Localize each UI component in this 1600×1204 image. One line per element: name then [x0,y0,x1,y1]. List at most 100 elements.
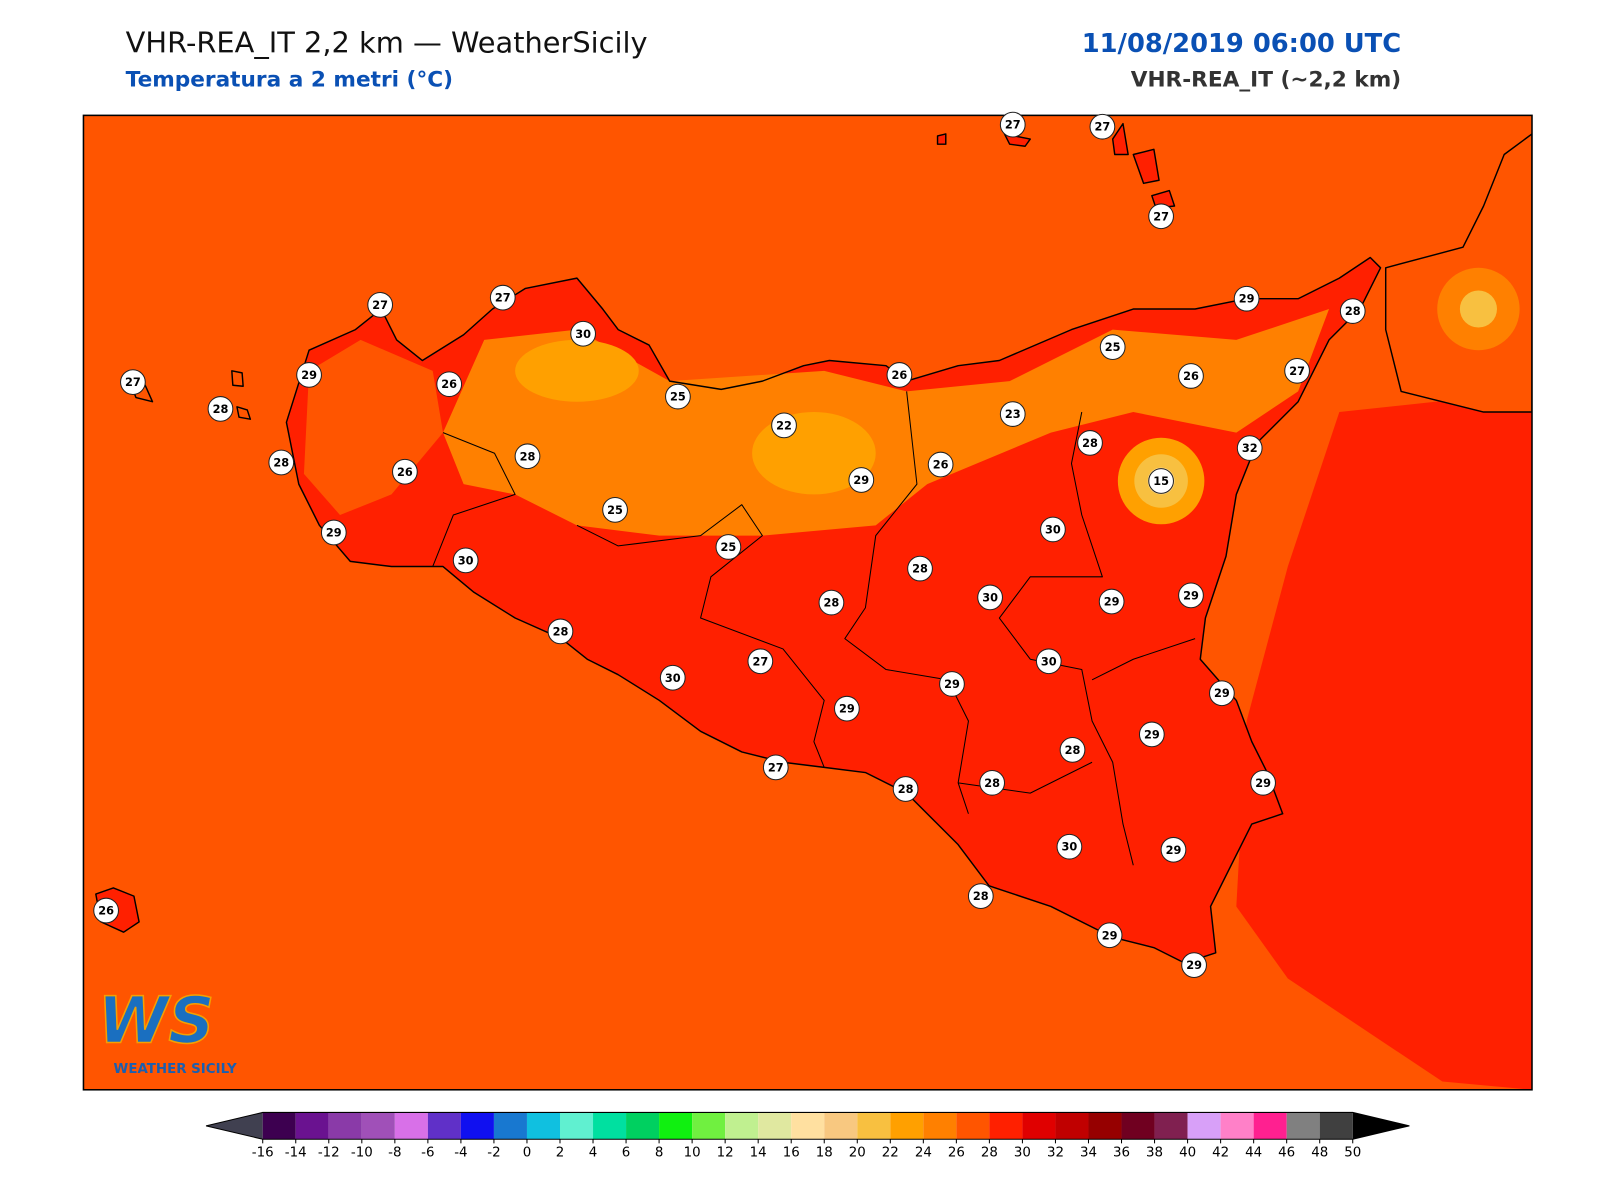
station-marker [320,519,347,546]
colorbar-segment [659,1112,693,1140]
station-marker [762,754,789,781]
station-marker [1284,357,1310,384]
station-marker [1250,769,1276,796]
colorbar-tick-label: 40 [1179,1146,1196,1161]
colorbar-segment [1121,1112,1155,1140]
colorbar-segment [1253,1112,1287,1140]
colorbar-tick-label: -2 [487,1146,500,1161]
colorbar-segment [493,1112,527,1140]
colorbar-under [206,1112,263,1140]
station-value: 29 [1104,595,1120,609]
station-value: 29 [1186,958,1202,972]
island [936,122,1176,209]
subtitle: Temperatura a 2 metri (°C) [126,67,453,92]
station-value: 28 [273,456,289,470]
station-marker [436,371,463,398]
colorbar-segment [1286,1112,1320,1140]
station-marker [1089,113,1116,140]
station-value: 28 [520,449,536,463]
station-marker [1099,334,1126,360]
station-value: 30 [982,590,998,604]
colorbar-segment [692,1112,726,1140]
station-value: 29 [326,526,342,540]
station-marker [1181,952,1207,979]
warm-sea [1236,391,1533,1090]
station-marker [1160,836,1187,863]
colorbar-tick-label: 14 [750,1146,767,1161]
station-marker [818,589,845,616]
colorbar-segment [1220,1112,1254,1140]
colorbar-tick-label: 38 [1146,1146,1163,1161]
station-marker [1056,833,1083,860]
station-value: 32 [1242,441,1258,455]
station-value: 27 [1153,209,1169,223]
station-value: 25 [670,390,686,404]
station-value: 25 [1105,340,1121,354]
colorbar-segment [923,1112,957,1140]
station-marker [747,648,774,675]
station-marker [1138,721,1165,748]
station-value: 29 [1144,727,1160,741]
colorbar-segment [1088,1112,1122,1140]
station-marker [1077,430,1103,456]
station-marker [1035,648,1062,675]
station-value: 30 [665,671,681,685]
station-marker [1148,468,1174,494]
station-marker [1339,298,1366,324]
station-marker [1098,588,1125,615]
station-value: 29 [839,702,855,716]
station-marker [570,320,597,347]
station-layer: 27 27 27 27 27 30 29 28 27 29 26 28 25 26 25 26 27 22 23 28… [93,111,1366,979]
colorbar-tick-label: 10 [684,1146,701,1161]
colorbar-tick-label: -16 [252,1146,274,1161]
station-marker [452,547,479,574]
station-marker [120,369,146,396]
station-marker [1178,363,1204,389]
colorbar-tick-label: 26 [948,1146,965,1161]
logo-mark: WS [98,984,214,1058]
colorbar-segment [1055,1112,1089,1140]
station-value: 23 [1005,407,1021,421]
station-value: 29 [1214,686,1230,700]
station-value: 29 [1102,928,1118,942]
station-value: 28 [1082,436,1098,450]
station-marker [1148,203,1174,230]
colorbar-tick-label: 18 [816,1146,833,1161]
colorbar-tick-label: 44 [1245,1146,1262,1161]
colorbar-tick-label: 34 [1080,1146,1097,1161]
station-value: 30 [458,553,474,567]
inland-patch [515,339,639,402]
station-marker [715,534,742,560]
colorbar-tick-label: -12 [318,1146,340,1161]
datetime: 11/08/2019 06:00 UTC [1082,29,1401,59]
station-marker [979,769,1006,796]
colorbar-segment [593,1112,627,1140]
colorbar-tick-label: 6 [622,1146,631,1161]
colorbar-tick-label: 12 [717,1146,734,1161]
station-value: 29 [1255,776,1271,790]
colorbar-tick-label: 4 [589,1146,598,1161]
station-marker [907,555,933,582]
station-marker [514,443,541,470]
station-marker [207,396,234,422]
station-marker [665,383,691,410]
station-value: 26 [441,377,457,391]
station-marker [977,584,1003,611]
station-value: 27 [768,760,784,774]
colorbar-tick-label: 2 [556,1146,565,1161]
station-value: 30 [1045,522,1061,536]
station-marker [1040,516,1066,543]
colorbar-over [1352,1112,1410,1140]
station-marker [547,618,574,645]
colorbar-tick-label: 28 [981,1146,998,1161]
colorbar-segment [626,1112,660,1140]
station-marker [848,467,875,493]
station-value: 28 [973,889,989,903]
station-marker [1209,680,1235,707]
station-value: 27 [1005,118,1021,132]
colorbar-tick-label: -4 [454,1146,467,1161]
map-area [83,115,1533,1090]
map-frame [82,114,1533,1091]
